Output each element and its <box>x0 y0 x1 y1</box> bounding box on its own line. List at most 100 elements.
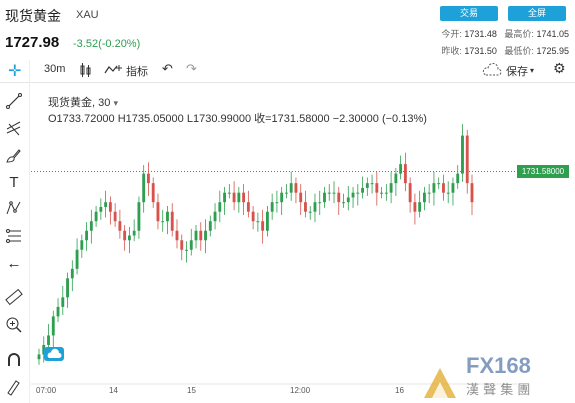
chart-legend-ohlc: O1733.72000 H1735.05000 L1730.99000 收=17… <box>48 113 427 125</box>
candle <box>289 171 293 201</box>
time-tick-1: 14 <box>109 386 118 395</box>
candle <box>66 272 69 308</box>
candle <box>75 238 79 275</box>
magnet-icon[interactable] <box>5 351 23 369</box>
candle <box>437 177 441 189</box>
indicator-icon[interactable] <box>104 63 124 80</box>
candle <box>442 174 445 201</box>
pitchfork-icon[interactable] <box>5 120 23 138</box>
brush-icon[interactable] <box>5 147 23 165</box>
stats-row-1: 今开: 1731.48 最高价: 1741.05 <box>441 27 569 40</box>
candle <box>418 190 422 218</box>
chart-toolbar: ✛ 30m 指标 ↶ ↷ 保存 ▾ ⚙ <box>0 60 575 82</box>
candle <box>294 177 298 204</box>
candle <box>132 219 136 242</box>
high-value: 1741.05 <box>536 29 569 39</box>
candle <box>213 203 217 230</box>
candle <box>394 167 398 197</box>
trade-button[interactable]: 交易 <box>440 6 498 21</box>
candle <box>85 222 89 251</box>
time-tick-3: 12:00 <box>290 386 311 395</box>
candle <box>237 186 241 213</box>
drawing-toolbar: T ← <box>0 60 30 403</box>
save-button[interactable]: 保存 <box>506 66 528 78</box>
candle <box>51 310 55 349</box>
candle <box>327 184 331 201</box>
trend-line-icon[interactable] <box>5 92 23 110</box>
candle-type-icon[interactable] <box>79 63 93 80</box>
candle <box>470 174 474 216</box>
candle <box>218 190 222 223</box>
crosshair-icon[interactable]: ✛ <box>8 63 22 80</box>
gear-icon[interactable]: ⚙ <box>553 60 566 76</box>
candle <box>232 181 236 211</box>
candle <box>61 285 65 315</box>
toolbar-divider <box>0 82 575 83</box>
fib-tool-icon[interactable] <box>5 227 23 245</box>
indicators-button[interactable]: 指标 <box>126 66 148 78</box>
candle <box>446 181 450 204</box>
candle <box>351 186 355 208</box>
instrument-title: 现货黄金 <box>5 8 61 24</box>
cloud-badge-icon[interactable] <box>44 347 64 361</box>
candle <box>251 206 255 230</box>
back-arrow-icon[interactable]: ← <box>6 255 22 272</box>
candle <box>175 219 179 249</box>
open-value: 1731.48 <box>464 29 497 39</box>
candle <box>166 206 169 235</box>
instrument-symbol: XAU <box>76 9 99 21</box>
candle <box>70 260 74 292</box>
candle <box>56 298 60 323</box>
watermark-brand: FX168 <box>466 353 531 378</box>
prev-close-label: 昨收: <box>441 46 462 56</box>
ruler-icon[interactable] <box>5 288 23 306</box>
candle <box>285 184 288 199</box>
candle <box>94 206 98 227</box>
fullscreen-button[interactable]: 全屏 <box>508 6 566 21</box>
candle <box>465 129 469 194</box>
time-tick-4: 16 <box>395 386 404 395</box>
candle <box>346 186 350 211</box>
candle <box>370 174 374 194</box>
candle <box>380 186 384 199</box>
candle <box>37 348 41 365</box>
candle <box>185 241 188 263</box>
candle <box>208 215 212 237</box>
candle <box>89 209 93 244</box>
lock-drawing-icon[interactable] <box>5 378 23 396</box>
candle <box>413 193 417 225</box>
fx168-watermark: FX168 漢 聲 集 團 <box>418 346 568 403</box>
candle <box>194 225 198 249</box>
low-value: 1725.95 <box>536 46 569 56</box>
candle <box>356 184 360 206</box>
candle <box>170 203 174 237</box>
candle <box>161 209 165 232</box>
interval-selector[interactable]: 30m <box>44 63 66 75</box>
candle <box>427 184 431 204</box>
legend-interval: 30 <box>98 97 111 109</box>
price-change: -3.52(-0.20%) <box>73 38 141 50</box>
candle <box>451 177 455 206</box>
candle <box>199 222 203 251</box>
candle <box>137 196 141 239</box>
candle <box>246 190 250 218</box>
text-tool-icon[interactable]: T <box>9 174 19 191</box>
candle <box>408 177 412 213</box>
prev-close-value: 1731.50 <box>464 46 497 56</box>
candle <box>342 193 345 208</box>
pattern-icon[interactable] <box>5 199 23 217</box>
candle <box>104 190 108 218</box>
candle <box>318 190 322 216</box>
undo-icon[interactable]: ↶ <box>162 61 173 76</box>
candle <box>399 155 403 180</box>
candle <box>265 206 269 237</box>
candle <box>275 190 279 213</box>
candle <box>270 193 274 220</box>
candle <box>403 152 407 192</box>
candle <box>204 219 207 254</box>
save-chevron-icon[interactable]: ▾ <box>530 66 535 75</box>
zoom-in-icon[interactable] <box>5 316 23 334</box>
last-price-tag: 1731.58000 <box>517 165 569 178</box>
cloud-icon[interactable] <box>482 62 502 80</box>
redo-icon[interactable]: ↷ <box>186 61 197 76</box>
